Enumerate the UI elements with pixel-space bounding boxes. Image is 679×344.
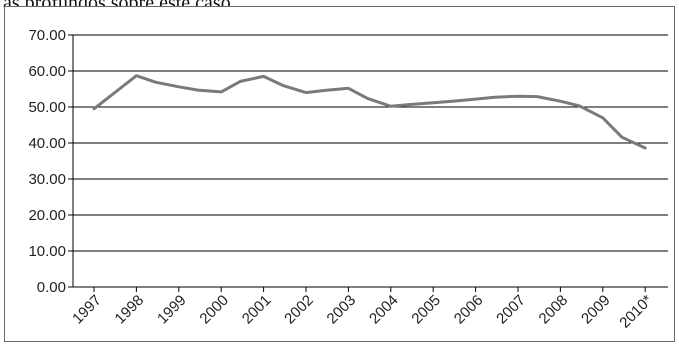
x-tick-label: 2005 — [408, 292, 444, 328]
x-tick-label: 2008 — [536, 292, 572, 328]
x-tick-label: 1998 — [112, 292, 148, 328]
x-tick-label: 2007 — [493, 292, 529, 328]
series-layer — [94, 76, 645, 148]
x-tick-label: 2006 — [451, 292, 487, 328]
x-tick-label: 2001 — [239, 292, 275, 328]
x-tick-label: 1997 — [69, 292, 105, 328]
x-tick-label: 2009 — [578, 292, 614, 328]
gridlines — [73, 35, 668, 251]
y-tick-label: 30.00 — [28, 171, 66, 188]
y-tick-label: 20.00 — [28, 207, 66, 224]
y-tick-label: 60.00 — [28, 63, 66, 80]
x-tick-label: 2002 — [281, 292, 317, 328]
x-tick-label: 2004 — [366, 292, 402, 328]
series-line-0 — [94, 76, 645, 148]
x-tick-label: 2003 — [324, 292, 360, 328]
y-tick-label: 70.00 — [28, 27, 66, 44]
x-tick-label: 2010* — [616, 292, 656, 332]
y-tick-label: 50.00 — [28, 99, 66, 116]
axes — [68, 35, 668, 292]
y-axis-tick-labels: 0.00 10.00 20.00 30.00 40.00 50.00 60.00 70.00 — [28, 27, 66, 296]
x-tick-label: 1999 — [154, 292, 190, 328]
x-axis-tick-labels: 1997 1998 1999 2000 2001 2002 2003 2004 2005 2006… — [69, 292, 656, 332]
y-tick-label: 10.00 — [28, 243, 66, 260]
x-tick-label: 2000 — [196, 292, 232, 328]
y-tick-label: 0.00 — [37, 279, 66, 296]
y-tick-label: 40.00 — [28, 135, 66, 152]
